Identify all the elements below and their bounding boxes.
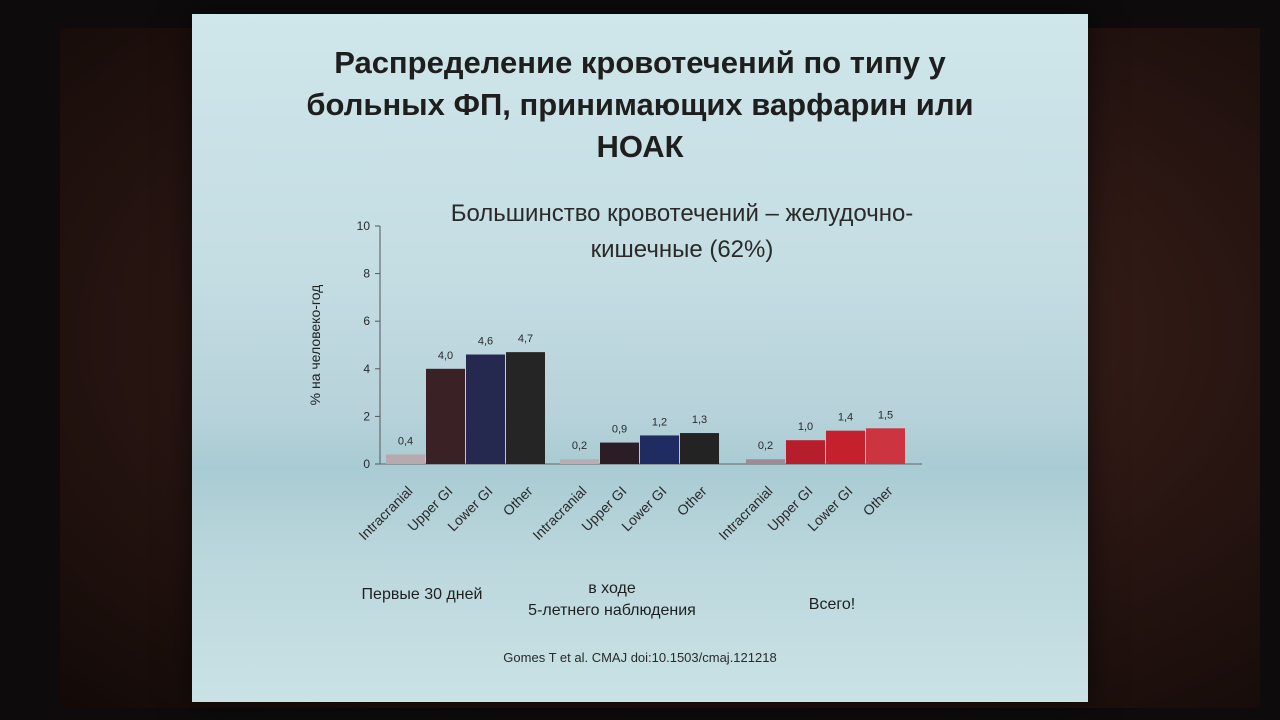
group-label-3: Всего! — [742, 594, 922, 616]
category-tick-label: Other — [860, 483, 896, 519]
category-tick-label: Other — [674, 483, 710, 519]
bar-value-label: 1,0 — [798, 421, 813, 433]
y-tick-label: 4 — [363, 362, 370, 376]
title-line-2: больных ФП, принимающих варфарин или — [306, 87, 974, 122]
bar-value-label: 1,2 — [652, 416, 667, 428]
bar — [786, 440, 825, 464]
bar-value-label: 4,0 — [438, 350, 453, 362]
y-tick-label: 6 — [363, 314, 370, 328]
y-tick-label: 8 — [363, 267, 370, 281]
group-label-1-line-1: Первые 30 дней — [361, 586, 483, 603]
bar — [680, 433, 719, 464]
slide: Распределение кровотечений по типу у бол… — [192, 14, 1088, 702]
citation: Gomes T et al. CMAJ doi:10.1503/cmaj.121… — [503, 650, 777, 665]
bar-value-label: 1,4 — [838, 412, 853, 424]
category-tick-label: Other — [500, 483, 536, 519]
bar-value-label: 4,7 — [518, 333, 533, 345]
group-label-2-line-2: 5-летнего наблюдения — [528, 602, 696, 619]
group-label-2: в ходе 5-летнего наблюдения — [492, 578, 732, 622]
category-tick-label: Intracranial — [529, 483, 589, 543]
y-tick-label: 2 — [363, 409, 370, 423]
y-axis-label: % на человеко-год — [307, 285, 323, 406]
subtitle-line-2: кишечные (62%) — [590, 236, 774, 263]
bar-value-label: 1,5 — [878, 409, 893, 421]
group-label-2-line-1: в ходе — [588, 580, 636, 597]
slide-subtitle: Большинство кровотечений – желудочно- ки… — [382, 196, 982, 268]
bar-value-label: 0,2 — [572, 440, 587, 452]
bar — [506, 352, 545, 464]
bar — [640, 435, 679, 464]
bar — [386, 454, 425, 464]
slide-title: Распределение кровотечений по типу у бол… — [192, 42, 1088, 168]
title-line-3: НОАК — [596, 129, 684, 164]
bar-value-label: 0,9 — [612, 424, 627, 436]
y-tick-label: 0 — [363, 457, 370, 471]
subtitle-line-1: Большинство кровотечений – желудочно- — [450, 200, 914, 227]
group-label-3-line-1: Всего! — [808, 596, 856, 613]
bar — [560, 459, 599, 464]
y-tick-label: 10 — [357, 219, 371, 233]
bar-chart: 0 2 4 6 8 10 % на человеко-год 0,4 Intracranial 4… — [307, 219, 922, 543]
bar — [426, 368, 465, 464]
bar — [746, 459, 785, 464]
bar-value-label: 0,2 — [758, 440, 773, 452]
bar-value-label: 4,6 — [478, 336, 493, 348]
title-line-1: Распределение кровотечений по типу у — [334, 45, 946, 80]
bar — [466, 354, 505, 464]
bar — [866, 428, 905, 464]
bar-value-label: 1,3 — [692, 414, 707, 426]
category-tick-label: Intracranial — [715, 483, 775, 543]
category-tick-label: Intracranial — [355, 483, 415, 543]
bar — [826, 430, 865, 464]
bar-value-label: 0,4 — [398, 435, 413, 447]
bar — [600, 442, 639, 464]
group-label-1: Первые 30 дней — [322, 584, 522, 606]
